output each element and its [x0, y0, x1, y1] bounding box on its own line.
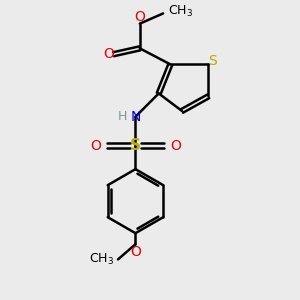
- Text: O: O: [90, 139, 101, 153]
- Text: O: O: [134, 10, 145, 24]
- Text: S: S: [208, 54, 217, 68]
- Text: CH$_3$: CH$_3$: [89, 252, 115, 267]
- Text: O: O: [103, 47, 114, 61]
- Text: O: O: [170, 139, 181, 153]
- Text: O: O: [130, 245, 141, 259]
- Text: N: N: [131, 110, 141, 124]
- Text: S: S: [130, 138, 141, 153]
- Text: CH$_3$: CH$_3$: [168, 4, 194, 19]
- Text: H: H: [118, 110, 127, 123]
